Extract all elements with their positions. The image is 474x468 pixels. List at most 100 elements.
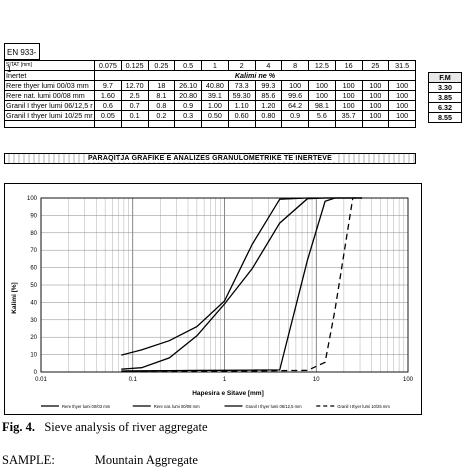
x-tick-label: 0.1 bbox=[129, 377, 138, 383]
sieve-size-cell: 0.075 bbox=[94, 60, 122, 71]
passing-cell: 100 bbox=[388, 80, 416, 91]
sieve-size-cell: 0.25 bbox=[147, 60, 176, 71]
passing-cell: 0.60 bbox=[227, 110, 256, 121]
passing-cell: 0.80 bbox=[254, 110, 283, 121]
sieve-analysis-table: SITAT [mm] 0.075 0.125 0.25 0.5 1 2 4 8 … bbox=[4, 60, 416, 128]
chart-frame: 0 10 20 30 40 50 60 70 80 90 100 0.01 0.1 1 10 100 Kali… bbox=[4, 183, 422, 415]
y-tick-label: 100 bbox=[27, 196, 38, 202]
plot-frame bbox=[40, 197, 409, 373]
passing-cell: 1.00 bbox=[201, 100, 229, 111]
x-tick-label: 100 bbox=[403, 377, 414, 383]
chart-series bbox=[121, 197, 362, 373]
table-row: Rere nat. lumi 00/08 mm 1.60 2.5 8.1 20.… bbox=[4, 90, 416, 101]
group-label: Inertet bbox=[4, 70, 95, 81]
sieve-size-cell: 25 bbox=[361, 60, 390, 71]
passing-cell: 18 bbox=[147, 80, 176, 91]
sample-value: Mountain Aggregate bbox=[94, 453, 198, 467]
passing-cell: 100 bbox=[388, 110, 416, 121]
standard-label: EN 933-1 bbox=[4, 43, 40, 74]
passing-cell: 0.1 bbox=[120, 110, 149, 121]
passing-cell: 1.20 bbox=[254, 100, 283, 111]
fm-value: 3.30 bbox=[428, 82, 462, 93]
sieve-size-cell: 0.5 bbox=[174, 60, 202, 71]
fineness-modulus-table: F.M 3.30 3.85 6.32 8.55 bbox=[428, 72, 462, 123]
y-tick-label: 20 bbox=[30, 335, 37, 341]
x-tick-label: 0.01 bbox=[35, 377, 47, 383]
passing-cell: 59.30 bbox=[227, 90, 256, 101]
sieve-size-cell: 16 bbox=[334, 60, 363, 71]
series-line bbox=[121, 197, 362, 356]
y-tick-label: 70 bbox=[30, 248, 37, 254]
passing-cell: 100 bbox=[388, 100, 416, 111]
y-tick-label: 40 bbox=[30, 300, 37, 306]
passing-cell: 5.6 bbox=[308, 110, 336, 121]
passing-cell: 100 bbox=[308, 80, 336, 91]
sieve-size-row: SITAT [mm] 0.075 0.125 0.25 0.5 1 2 4 8 … bbox=[4, 60, 416, 71]
table-row: Granil I thyer lumi 06/12,5 r 0.6 0.7 0.… bbox=[4, 100, 416, 111]
legend-label: Rere nat. lumi 00/08 mm bbox=[154, 404, 200, 409]
x-axis-label: Hapesira e Sitave [mm] bbox=[192, 390, 264, 397]
passing-cell: 8.1 bbox=[147, 90, 176, 101]
passing-cell: 2.5 bbox=[120, 90, 149, 101]
passing-cell: 0.9 bbox=[174, 100, 202, 111]
y-tick-label: 60 bbox=[30, 266, 37, 272]
passing-header: Kalimi ne % bbox=[94, 70, 416, 81]
x-tick-label: 10 bbox=[313, 377, 320, 383]
passing-cell: 0.7 bbox=[120, 100, 149, 111]
passing-cell: 100 bbox=[281, 80, 309, 91]
y-tick-label: 80 bbox=[30, 231, 37, 237]
table-row: Rere thyer lumi 00/03 mm 9.7 12.70 18 26… bbox=[4, 80, 416, 91]
passing-cell: 0.6 bbox=[94, 100, 122, 111]
sieve-size-header: SITAT [mm] bbox=[4, 60, 95, 71]
y-axis-label: Kalimi [%] bbox=[11, 282, 18, 313]
passing-cell: 0.05 bbox=[94, 110, 122, 121]
passing-cell: 99.6 bbox=[281, 90, 309, 101]
aggregate-name: Rere thyer lumi 00/03 mm bbox=[4, 80, 95, 91]
passing-cell: 64.2 bbox=[281, 100, 309, 111]
passing-cell: 100 bbox=[334, 80, 363, 91]
table-row: Granil I thyer lumi 10/25 mr 0.05 0.1 0.… bbox=[4, 110, 416, 121]
passing-cell: 39.1 bbox=[201, 90, 229, 101]
figure-caption: Fig. 4. Sieve analysis of river aggregat… bbox=[2, 420, 208, 435]
group-header-row: Inertet Kalimi ne % bbox=[4, 70, 416, 81]
passing-cell: 100 bbox=[308, 90, 336, 101]
passing-cell: 100 bbox=[334, 100, 363, 111]
aggregate-name: Rere nat. lumi 00/08 mm bbox=[4, 90, 95, 101]
sieve-size-cell: 1 bbox=[201, 60, 229, 71]
passing-cell: 40.80 bbox=[201, 80, 229, 91]
chart-legend: Rere thyer lumi 00/03 mm Rere nat. lumi 0… bbox=[41, 404, 390, 409]
sample-line: SAMPLE: Mountain Aggregate bbox=[2, 453, 198, 468]
y-tick-label: 0 bbox=[34, 370, 38, 376]
passing-cell: 0.50 bbox=[201, 110, 229, 121]
aggregate-name: Granil I thyer lumi 06/12,5 r bbox=[4, 100, 95, 111]
y-tick-label: 90 bbox=[30, 213, 37, 219]
passing-cell: 100 bbox=[361, 80, 390, 91]
series-line bbox=[121, 197, 362, 373]
y-tick-label: 10 bbox=[30, 353, 37, 359]
passing-cell: 12.70 bbox=[120, 80, 149, 91]
grading-curve-chart: 0 10 20 30 40 50 60 70 80 90 100 0.01 0.1 1 10 100 Kali… bbox=[11, 196, 414, 409]
legend-label: Rere thyer lumi 00/03 mm bbox=[62, 404, 111, 409]
graph-banner-text: PARAQITJA GRAFIKE E ANALIZES GRANULOMETR… bbox=[84, 155, 336, 162]
x-tick-label: 1 bbox=[223, 377, 227, 383]
passing-cell: 98.1 bbox=[308, 100, 336, 111]
chart-grid bbox=[40, 197, 409, 373]
passing-cell: 20.80 bbox=[174, 90, 202, 101]
chart-labels: 0 10 20 30 40 50 60 70 80 90 100 0.01 0.1 1 10 100 bbox=[27, 196, 414, 383]
passing-cell: 9.7 bbox=[94, 80, 122, 91]
passing-cell: 99.3 bbox=[254, 80, 283, 91]
fm-value: 8.55 bbox=[428, 112, 462, 123]
passing-cell: 100 bbox=[388, 90, 416, 101]
passing-cell: 35.7 bbox=[334, 110, 363, 121]
passing-cell: 0.3 bbox=[174, 110, 202, 121]
figure-label: Fig. 4. bbox=[2, 420, 35, 434]
passing-cell: 100 bbox=[334, 90, 363, 101]
passing-cell: 100 bbox=[361, 110, 390, 121]
sample-label: SAMPLE: bbox=[2, 453, 55, 467]
series-line bbox=[121, 197, 362, 372]
passing-cell: 73.3 bbox=[227, 80, 256, 91]
sieve-size-cell: 12.5 bbox=[308, 60, 336, 71]
passing-cell: 0.2 bbox=[147, 110, 176, 121]
passing-cell: 1.60 bbox=[94, 90, 122, 101]
legend-label: Granil I thyer lumi 10/25 mm bbox=[337, 404, 390, 409]
